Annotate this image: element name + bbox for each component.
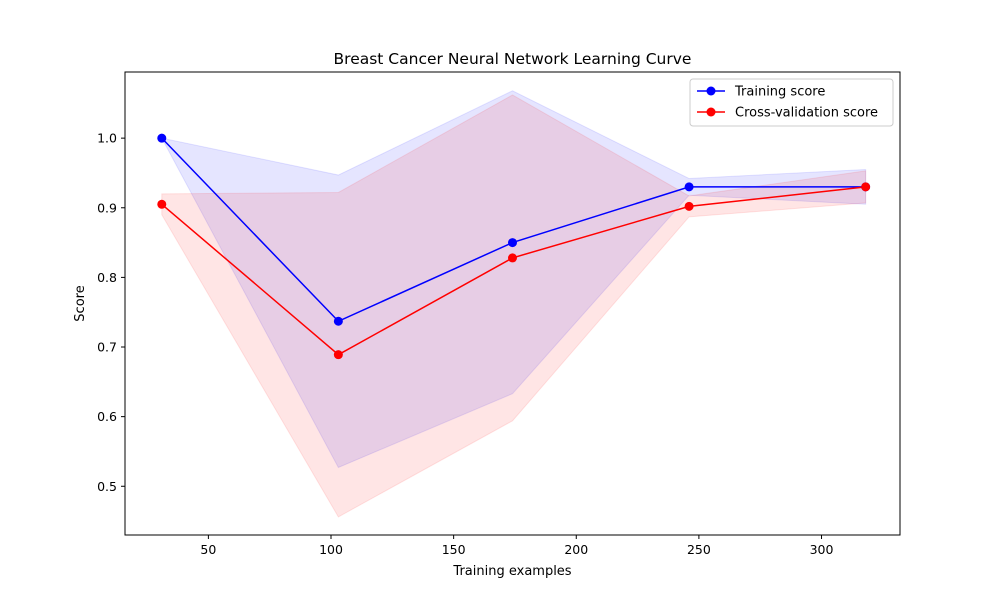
cross-validation-score-band bbox=[161, 94, 867, 518]
y-axis-label: Score bbox=[73, 285, 88, 321]
x-tick-label: 250 bbox=[687, 542, 711, 557]
cross-validation-score-point bbox=[508, 253, 517, 263]
legend-cv-marker bbox=[706, 107, 716, 117]
legend-training-marker bbox=[706, 86, 716, 96]
chart-title: Breast Cancer Neural Network Learning Cu… bbox=[334, 50, 692, 68]
y-tick-label: 0.7 bbox=[97, 340, 117, 355]
y-tick-label: 0.9 bbox=[97, 200, 117, 215]
cross-validation-score-point bbox=[157, 199, 167, 209]
training-score-point bbox=[333, 316, 343, 326]
legend-cv-label: Cross-validation score bbox=[735, 106, 878, 121]
x-axis-label: Training examples bbox=[452, 564, 571, 579]
x-tick-label: 300 bbox=[810, 542, 834, 557]
cross-validation-score-point bbox=[333, 350, 343, 360]
x-axis: 50 100 150 200 250 300 bbox=[200, 535, 833, 557]
legend: Training score Cross-validation score bbox=[689, 78, 894, 127]
x-tick-label: 50 bbox=[200, 542, 216, 557]
legend-box bbox=[689, 78, 894, 127]
training-score-point bbox=[157, 133, 167, 143]
training-score-point bbox=[684, 182, 694, 192]
y-tick-label: 0.5 bbox=[97, 479, 117, 494]
y-tick-label: 0.8 bbox=[97, 270, 117, 285]
x-tick-label: 200 bbox=[564, 542, 588, 557]
series-points bbox=[157, 133, 871, 360]
cross-validation-score-point bbox=[684, 201, 694, 211]
x-tick-label: 100 bbox=[319, 542, 343, 557]
y-tick-label: 0.6 bbox=[97, 409, 117, 424]
x-tick-label: 150 bbox=[442, 542, 466, 557]
legend-training-label: Training score bbox=[734, 85, 825, 100]
confidence-bands bbox=[160, 90, 867, 518]
plot-frame bbox=[124, 71, 901, 536]
y-axis: 0.5 0.6 0.7 0.8 0.9 1.0 bbox=[97, 131, 125, 494]
y-tick-label: 1.0 bbox=[97, 131, 117, 146]
training-score-point bbox=[508, 238, 517, 248]
cross-validation-score-point bbox=[861, 182, 871, 192]
